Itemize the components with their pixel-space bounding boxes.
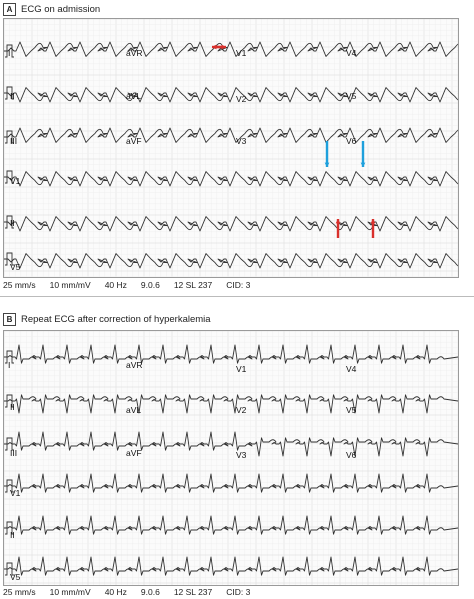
lead-label: III xyxy=(10,448,18,458)
ecg-lead-trace-a-3 xyxy=(4,171,458,187)
lead-label: V6 xyxy=(346,450,357,460)
lead-label: aVR xyxy=(126,360,143,370)
footer-filter: 40 Hz xyxy=(104,587,127,597)
lead-label: V1 xyxy=(236,48,247,58)
panel-b-header: B Repeat ECG after correction of hyperka… xyxy=(3,312,211,326)
calibration-pulse xyxy=(5,44,14,58)
calibration-pulse xyxy=(5,215,14,229)
ecg-lead-trace-a-1 xyxy=(4,87,458,103)
ecg-grid xyxy=(4,19,458,277)
lead-label: V3 xyxy=(236,450,247,460)
lead-label: V4 xyxy=(346,364,357,374)
footer-version: 9.0.6 xyxy=(140,587,160,597)
ecg-lead-trace-a-5 xyxy=(4,253,458,269)
red-arrow-up xyxy=(370,219,376,238)
footer-speed: 25 mm/s xyxy=(3,587,36,597)
lead-label: V5 xyxy=(346,405,357,415)
lead-label: V5 xyxy=(10,572,21,582)
ecg-lead-trace-a-0 xyxy=(4,41,458,57)
ecg-lead-trace-b-4 xyxy=(4,515,458,535)
lead-label: V2 xyxy=(236,94,247,104)
red-arrow-right xyxy=(214,44,226,50)
lead-label: I xyxy=(8,48,11,58)
footer-gain: 10 mm/mV xyxy=(49,587,91,597)
footer-cid: CID: 3 xyxy=(226,280,251,290)
lead-label: V1 xyxy=(236,364,247,374)
blue-arrow-down-head xyxy=(324,162,330,167)
lead-label: aVR xyxy=(126,48,143,58)
footer-cid: CID: 3 xyxy=(226,587,251,597)
panel-a-title: ECG on admission xyxy=(21,3,101,15)
lead-label: aVF xyxy=(126,136,142,146)
red-arrow-up xyxy=(335,219,341,238)
ecg-lead-trace-b-5 xyxy=(4,556,458,576)
calibration-pulse xyxy=(5,479,14,493)
red-arrow-up-head xyxy=(335,219,341,224)
blue-arrow-down xyxy=(324,141,330,167)
footer-speed: 25 mm/s xyxy=(3,280,36,290)
blue-arrow-down-head xyxy=(360,162,366,167)
ecg-trace-a xyxy=(4,19,458,277)
ecg-lead-trace-b-0 xyxy=(4,344,458,364)
lead-label: V1 xyxy=(10,488,21,498)
footer-gain: 10 mm/mV xyxy=(49,280,91,290)
lead-label: V3 xyxy=(236,136,247,146)
lead-label: I xyxy=(8,360,11,370)
ecg-lead-trace-b-3 xyxy=(4,473,458,493)
lead-label: II xyxy=(10,530,15,540)
blue-arrow-down xyxy=(360,141,366,167)
panel-a-footer: 25 mm/s 10 mm/mV 40 Hz 9.0.6 12 SL 237 C… xyxy=(3,280,250,290)
lead-label: V5 xyxy=(346,91,357,101)
calibration-pulse xyxy=(5,252,14,266)
lead-label: II xyxy=(10,91,15,101)
lead-label: II xyxy=(10,402,15,412)
panel-a-header: A ECG on admission xyxy=(3,2,100,16)
ecg-lead-trace-a-4 xyxy=(4,216,458,232)
calibration-pulse xyxy=(5,350,14,364)
calibration-pulse xyxy=(5,394,14,408)
ecg-lead-trace-a-2 xyxy=(4,127,458,143)
lead-label: V5 xyxy=(10,262,21,272)
calibration-pulse xyxy=(5,170,14,184)
panel-b-footer: 25 mm/s 10 mm/mV 40 Hz 9.0.6 12 SL 237 C… xyxy=(3,587,250,597)
panel-divider xyxy=(0,296,474,297)
red-arrow-right-head xyxy=(221,44,226,50)
calibration-pulse xyxy=(5,562,14,576)
lead-label: aVL xyxy=(126,91,142,101)
ecg-lead-trace-b-2 xyxy=(4,431,458,457)
footer-filter: 40 Hz xyxy=(104,280,127,290)
lead-label: II xyxy=(10,218,15,228)
calibration-pulse xyxy=(5,130,14,144)
lead-label: V1 xyxy=(10,176,21,186)
red-arrow-up-head xyxy=(370,219,376,224)
calibration-pulse xyxy=(5,521,14,535)
panel-b-title: Repeat ECG after correction of hyperkale… xyxy=(21,313,211,325)
calibration-pulse xyxy=(5,437,14,451)
lead-label: III xyxy=(10,136,18,146)
ecg-lead-trace-b-1 xyxy=(4,394,458,414)
lead-label: aVF xyxy=(126,448,142,458)
footer-device: 12 SL 237 xyxy=(173,280,213,290)
panel-a-letter: A xyxy=(3,2,16,16)
panel-b-letter: B xyxy=(3,312,16,326)
ecg-grid xyxy=(4,331,458,585)
ecg-strip-b: I aVR V1 V4 II aVL V2 V5 III aVF V3 V6 V… xyxy=(3,330,459,586)
lead-label: aVL xyxy=(126,405,142,415)
ecg-strip-a: I aVR V1 V4 II aVL V2 V5 III aVF V3 V6 V… xyxy=(3,18,459,278)
lead-label: V2 xyxy=(236,405,247,415)
ecg-trace-b xyxy=(4,331,458,585)
calibration-pulse xyxy=(5,86,14,100)
footer-device: 12 SL 237 xyxy=(173,587,213,597)
lead-label: V6 xyxy=(346,136,357,146)
footer-version: 9.0.6 xyxy=(140,280,160,290)
lead-label: V4 xyxy=(346,48,357,58)
